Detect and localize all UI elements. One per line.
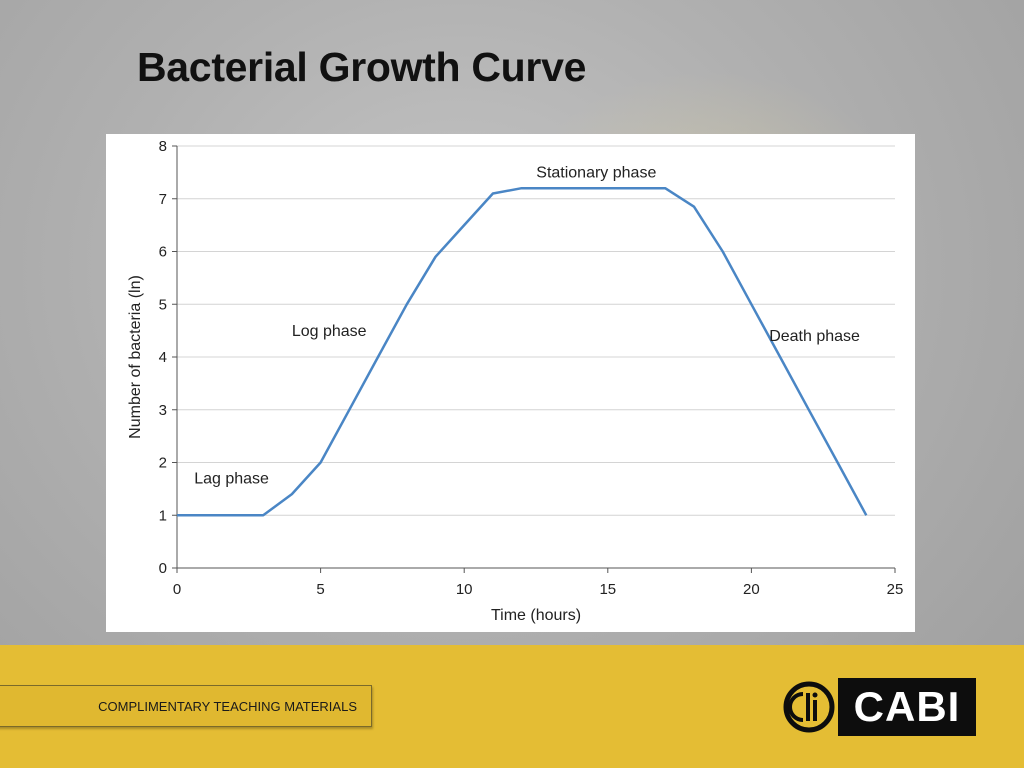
y-tick-label-1: 1 (159, 507, 167, 524)
y-tick-label-3: 3 (159, 402, 167, 419)
growth-curve-chart: 0 1 2 3 4 5 6 7 8 0 5 10 15 20 25 Lag phase Log phase S… (127, 138, 904, 624)
phase-label-0: Lag phase (194, 471, 269, 488)
y-tick-label-5: 5 (159, 296, 167, 313)
y-tick-label-0: 0 (159, 560, 167, 577)
y-axis-title: Number of bacteria (ln) (127, 275, 144, 439)
teaching-materials-tab: COMPLIMENTARY TEACHING MATERIALS (0, 685, 372, 727)
x-tick-label-20: 20 (743, 581, 760, 598)
x-axis-title: Time (hours) (491, 607, 581, 624)
growth-curve-line-0 (177, 186, 868, 517)
cabi-emblem-icon (780, 678, 838, 736)
x-tick-labels: 0 5 10 15 20 25 (173, 581, 904, 598)
footer-bar: COMPLIMENTARY TEACHING MATERIALS CABI (0, 645, 1024, 768)
phase-label-2: Stationary phase (536, 165, 656, 182)
y-tick-label-8: 8 (159, 138, 167, 155)
axes (172, 145, 896, 573)
phase-label-3: Death phase (769, 328, 860, 345)
y-tick-label-6: 6 (159, 244, 167, 261)
teaching-materials-label: COMPLIMENTARY TEACHING MATERIALS (98, 698, 357, 714)
y-tick-label-2: 2 (159, 455, 167, 472)
series-layer (177, 186, 868, 517)
phase-label-1: Log phase (292, 323, 367, 340)
y-tick-label-4: 4 (159, 349, 167, 366)
cabi-wordmark: CABI (838, 678, 976, 736)
slide-title: Bacterial Growth Curve (137, 44, 587, 90)
x-tick-label-5: 5 (316, 581, 324, 598)
chart-panel: 0 1 2 3 4 5 6 7 8 0 5 10 15 20 25 Lag phase Log phase S… (106, 134, 915, 632)
x-tick-label-25: 25 (887, 581, 904, 598)
x-tick-label-10: 10 (456, 581, 473, 598)
cabi-logo: CABI (780, 678, 976, 736)
y-tick-labels: 0 1 2 3 4 5 6 7 8 (159, 138, 167, 577)
gridlines (177, 145, 895, 516)
x-tick-label-15: 15 (599, 581, 616, 598)
x-tick-label-0: 0 (173, 581, 181, 598)
phase-annotations: Lag phase Log phase Stationary phase Death … (194, 165, 860, 488)
y-tick-label-7: 7 (159, 191, 167, 208)
